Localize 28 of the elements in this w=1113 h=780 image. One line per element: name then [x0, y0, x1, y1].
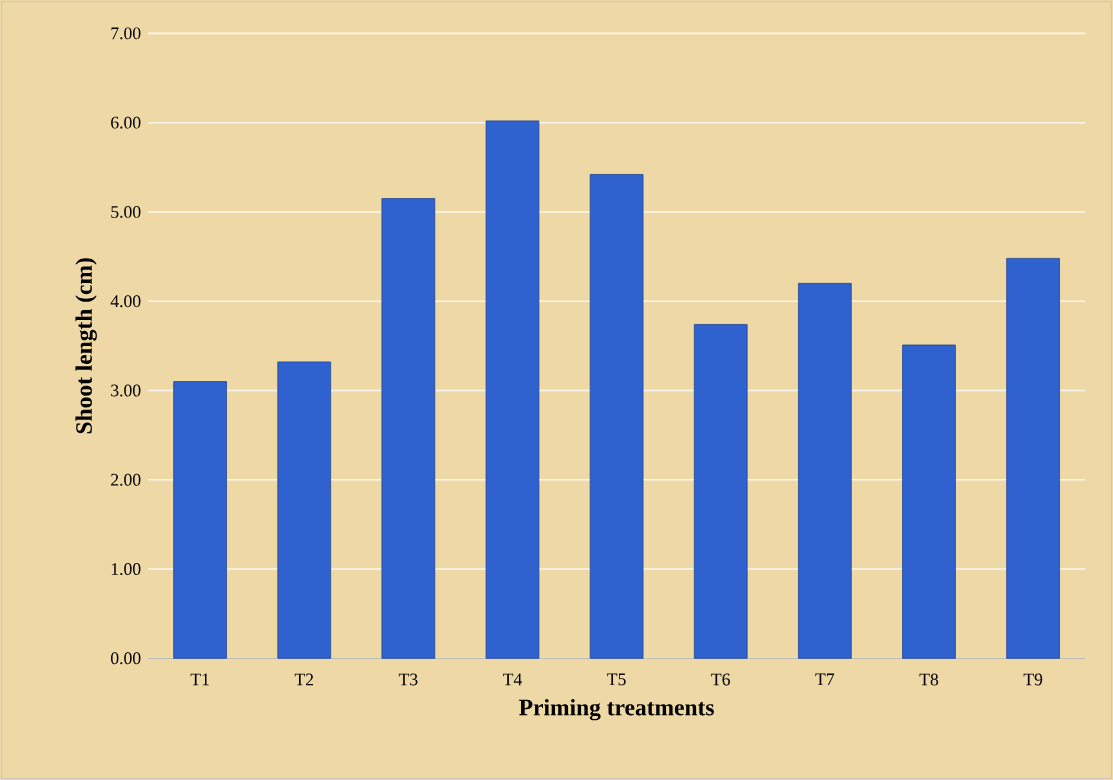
bar	[902, 344, 956, 659]
x-tick-label: T3	[398, 673, 418, 686]
y-tick-label: 3.00	[111, 384, 141, 397]
y-tick-label: 1.00	[111, 562, 141, 575]
bar	[798, 282, 852, 659]
bar	[1006, 257, 1060, 659]
x-tick-label: T6	[711, 673, 730, 686]
x-axis-title: Priming treatments	[519, 698, 714, 721]
x-tick-label: T8	[919, 673, 939, 686]
y-tick-label: 7.00	[111, 27, 141, 40]
bar	[381, 198, 436, 659]
y-tick-label: 5.00	[111, 205, 141, 218]
x-tick-label: T5	[607, 673, 626, 686]
y-tick-label: 0.00	[111, 652, 141, 665]
bar	[589, 173, 644, 659]
x-tick-label: T1	[190, 673, 209, 686]
x-tick-label: T9	[1023, 673, 1043, 686]
y-axis-title: Shoot length (cm)	[75, 258, 97, 434]
x-tick-label: T2	[294, 673, 314, 686]
bar	[277, 361, 332, 659]
bar	[485, 120, 540, 659]
bar	[173, 381, 227, 659]
y-tick-label: 2.00	[111, 473, 141, 486]
y-tick-label: 6.00	[111, 116, 141, 129]
x-tick-label: T4	[503, 673, 522, 686]
y-tick-label: 4.00	[110, 295, 141, 308]
bar	[693, 323, 748, 659]
x-tick-label: T7	[815, 673, 835, 686]
